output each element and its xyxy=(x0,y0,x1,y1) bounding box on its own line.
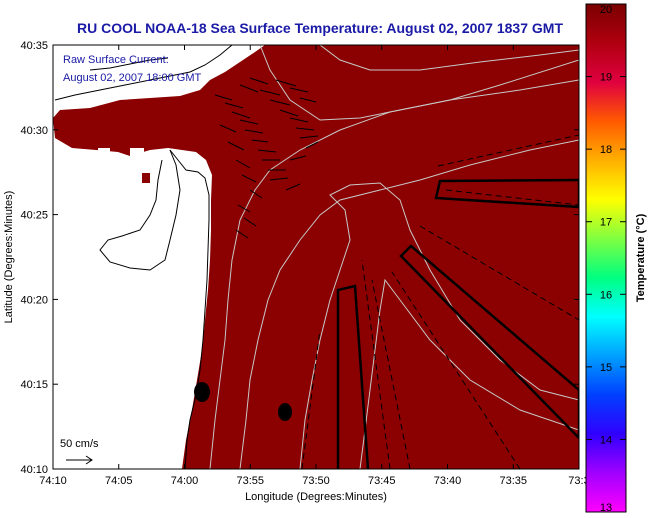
y-axis-ticks: 40:35 40:30 40:25 40:20 40:15 40:10 xyxy=(20,40,579,476)
coastline-north xyxy=(54,45,233,101)
coastline-north-2 xyxy=(89,57,169,71)
map-title: RU COOL NOAA-18 Sea Surface Temperature:… xyxy=(77,20,563,36)
colorbar-tick-label: 20 xyxy=(600,4,612,16)
coastline xyxy=(169,149,210,469)
y-tick-label: 40:10 xyxy=(20,464,48,476)
colorbar-ticks: 20 19 18 17 16 15 14 13 xyxy=(586,3,626,514)
colorbar-tick-label: 19 xyxy=(600,72,612,84)
y-tick-label: 40:20 xyxy=(20,294,48,306)
legend-current-date: August 02, 2007 18:00 GMT xyxy=(63,72,201,84)
isobaths xyxy=(209,45,579,469)
station-marker xyxy=(194,382,210,402)
y-tick-label: 40:30 xyxy=(20,125,48,137)
vector-scale-arrow xyxy=(66,455,93,465)
vector-scale-label: 50 cm/s xyxy=(60,438,99,450)
x-tick-label: 74:10 xyxy=(39,475,67,487)
colorbar-tick-label: 17 xyxy=(600,217,612,229)
x-tick-label: 73:45 xyxy=(368,475,396,487)
colorbar-tick-label: 16 xyxy=(600,289,612,301)
colorbar-tick-label: 15 xyxy=(600,362,612,374)
coastline-inlet xyxy=(99,149,181,271)
colorbar-tick-label: 18 xyxy=(600,144,612,156)
station-marker xyxy=(278,403,292,421)
y-tick-label: 40:15 xyxy=(20,379,48,391)
x-axis-ticks: 74:10 74:05 74:00 73:55 73:50 73:45 73:40 73:35… xyxy=(39,45,590,487)
colorbar-tick-label: 14 xyxy=(600,434,612,446)
y-axis-label: Latitude (Degrees:Minutes) xyxy=(3,191,15,324)
transect-boxes xyxy=(336,178,579,469)
x-tick-label: 73:35 xyxy=(499,475,527,487)
transect-guides xyxy=(301,134,579,469)
colorbar xyxy=(585,3,627,513)
x-axis-label: Longitude (Degrees:Minutes) xyxy=(245,491,387,503)
y-tick-label: 40:35 xyxy=(20,40,48,52)
x-tick-label: 73:3 xyxy=(568,475,589,487)
colorbar-label: Temperature (°C) xyxy=(635,213,647,302)
x-tick-label: 73:55 xyxy=(236,475,264,487)
colorbar-tick-label: 13 xyxy=(600,502,612,514)
x-tick-label: 73:50 xyxy=(302,475,330,487)
y-tick-label: 40:25 xyxy=(20,210,48,222)
legend-current-title: Raw Surface Current: xyxy=(63,54,169,66)
sst-patch xyxy=(142,173,150,183)
surface-current-vectors xyxy=(214,77,319,239)
land-patch xyxy=(130,148,144,162)
x-tick-label: 74:00 xyxy=(171,475,199,487)
x-tick-label: 73:40 xyxy=(434,475,462,487)
land-patch xyxy=(98,148,110,158)
map-plot-area xyxy=(53,45,579,469)
sst-field xyxy=(53,45,579,469)
x-tick-label: 74:05 xyxy=(105,475,133,487)
